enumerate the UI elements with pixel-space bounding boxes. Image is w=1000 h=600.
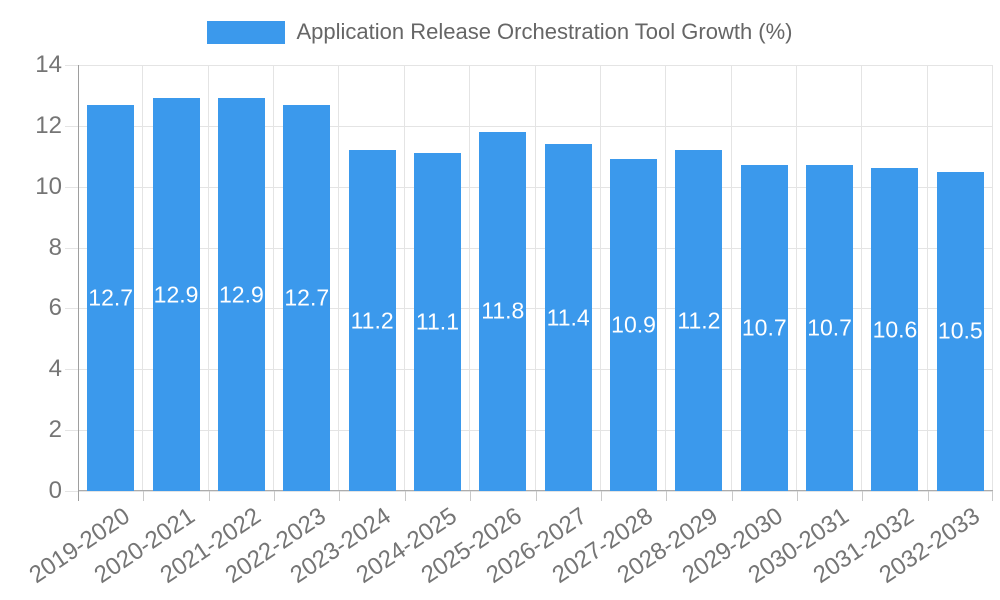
- gridline-vertical: [207, 65, 209, 491]
- legend-label: Application Release Orchestration Tool G…: [296, 19, 793, 44]
- x-axis-line: [78, 490, 993, 491]
- bar-value-label: 11.8: [481, 297, 525, 324]
- bar-value-label: 12.7: [88, 284, 134, 311]
- gridline-vertical: [992, 65, 993, 491]
- x-axis-tick: [992, 491, 993, 501]
- bar-value-label: 11.1: [415, 308, 459, 335]
- bar-value-label: 12.9: [153, 281, 199, 308]
- y-axis-tick-label: 0: [48, 477, 62, 504]
- x-axis-tick: [731, 491, 733, 501]
- x-axis-tick: [796, 491, 798, 501]
- bar: [871, 168, 919, 491]
- x-axis-tick: [666, 491, 668, 501]
- x-axis-tick: [339, 491, 341, 501]
- y-axis-line: [78, 65, 79, 501]
- bar: [740, 165, 788, 491]
- bar: [610, 159, 658, 491]
- x-axis-labels: 2019-2020 2020-2021 2021-2022 2022-2023 2023…: [24, 491, 993, 600]
- bar: [936, 171, 984, 491]
- gridline-horizontal: [65, 491, 993, 492]
- y-axis-tick-label: 4: [48, 355, 62, 383]
- gridline-vertical: [469, 65, 471, 491]
- y-axis-tick-label: 6: [48, 294, 62, 322]
- x-axis-tick: [535, 491, 537, 501]
- y-axis-tick-label: 14: [35, 51, 62, 78]
- gridline-horizontal: [65, 369, 993, 371]
- bar: [217, 98, 265, 491]
- gridline-vertical: [730, 65, 732, 491]
- gridline-vertical: [338, 65, 340, 491]
- bar-value-label: 11.2: [350, 307, 394, 334]
- gridline-horizontal: [65, 186, 993, 188]
- x-axis-tick: [927, 491, 929, 501]
- bar-value-label: 11.2: [677, 307, 721, 334]
- bar: [413, 153, 461, 491]
- x-axis-tick: [862, 491, 864, 501]
- gridline-vertical: [142, 65, 144, 491]
- gridline-horizontal: [65, 247, 993, 249]
- gridline-horizontal: [65, 65, 993, 66]
- gridline-horizontal: [65, 308, 993, 310]
- bar-value-label: 10.7: [741, 314, 787, 341]
- bar: [283, 104, 331, 491]
- bar-value-label: 10.5: [937, 317, 983, 344]
- x-axis-tick: [208, 491, 210, 501]
- gridline-vertical: [926, 65, 928, 491]
- bar: [806, 165, 854, 491]
- plot-area: 0 2 4 6 8 10 12 14 12.7 12.9 12.9 12.7 11.2 11.1 11.8 1…: [24, 53, 993, 589]
- gridline-vertical: [534, 65, 536, 491]
- gridline-vertical: [599, 65, 601, 491]
- legend-item[interactable]: Application Release Orchestration Tool G…: [0, 19, 1000, 44]
- gridline-vertical: [665, 65, 667, 491]
- y-axis-tick-label: 12: [35, 111, 62, 139]
- x-axis-tick: [600, 491, 602, 501]
- bar-value-label: 11.4: [546, 304, 590, 331]
- gridline-horizontal: [65, 430, 993, 432]
- bar-value-label: 10.7: [807, 314, 852, 341]
- x-axis-tick: [470, 491, 472, 501]
- bar-value-label: 10.6: [872, 316, 918, 343]
- bar-value-label: 10.9: [611, 311, 656, 338]
- bar: [479, 131, 527, 491]
- bar: [675, 150, 723, 491]
- x-axis-tick: [78, 491, 79, 501]
- gridline-vertical: [795, 65, 797, 491]
- bar: [544, 144, 592, 491]
- gridline-vertical: [273, 65, 275, 491]
- y-axis-tick-label: 8: [48, 233, 62, 261]
- y-axis-tick-label: 2: [48, 416, 62, 444]
- legend-swatch: [207, 20, 286, 44]
- y-axis-tick-label: 10: [35, 172, 62, 200]
- bar: [348, 150, 396, 491]
- gridline-vertical: [403, 65, 405, 491]
- bar: [87, 104, 135, 491]
- x-axis-tick: [143, 491, 145, 501]
- bar-value-label: 12.9: [219, 281, 264, 308]
- x-axis-tick: [404, 491, 406, 501]
- gridline-vertical: [861, 65, 863, 491]
- bar-value-label: 12.7: [284, 284, 330, 311]
- x-axis-tick: [274, 491, 276, 501]
- bar: [152, 98, 200, 491]
- gridline-horizontal: [65, 125, 993, 127]
